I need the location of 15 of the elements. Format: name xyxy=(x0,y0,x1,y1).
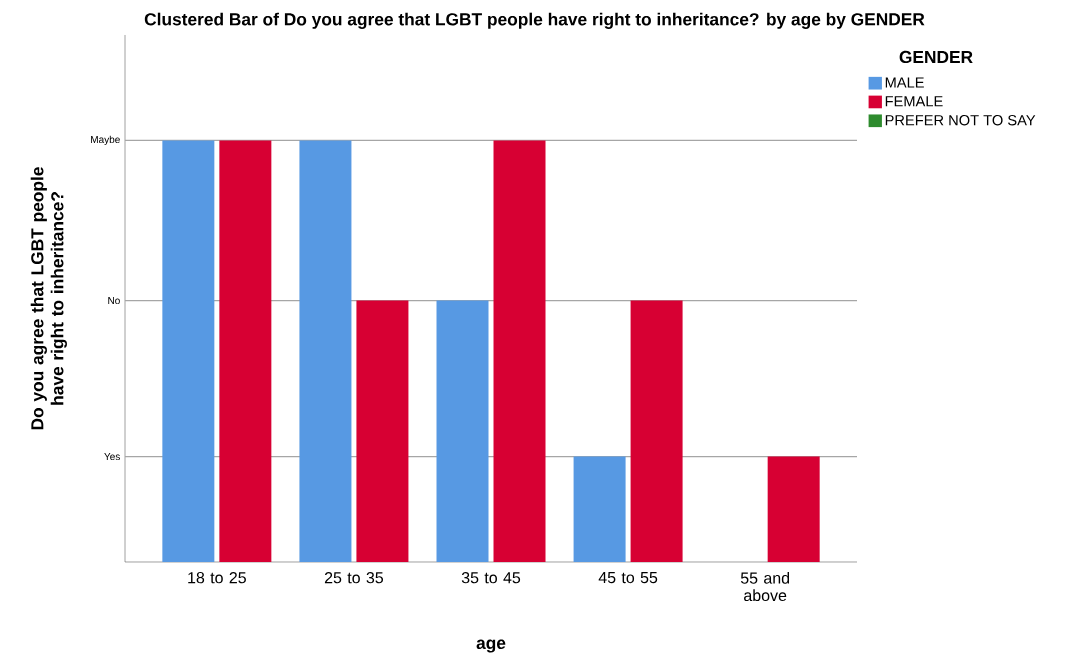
y-axis-title: Do you agree that LGBT people have right to inheritance? xyxy=(30,167,67,430)
x-tick-label: 25 to 35 xyxy=(324,572,384,584)
ref-line-label: Yes xyxy=(104,453,120,461)
ref-line-label: No xyxy=(108,297,120,305)
x-tick-label: 55 and above xyxy=(740,572,790,602)
ref-line-label: Maybe xyxy=(91,135,120,146)
x-axis-title: age xyxy=(476,639,506,653)
legend-label: PREFER NOT TO SAY xyxy=(885,115,1036,126)
x-tick-label: 45 to 55 xyxy=(598,572,658,584)
x-tick-label: 35 to 45 xyxy=(461,572,521,584)
legend-label: FEMALE xyxy=(885,96,943,107)
chart-title: Clustered Bar of Do you agree that LGBT people have right to inheritance? by age by GENDER xyxy=(144,12,925,29)
x-tick-label: 18 to 25 xyxy=(188,572,246,584)
legend-title: GENDER xyxy=(899,50,973,64)
legend-label: MALE xyxy=(885,77,924,88)
